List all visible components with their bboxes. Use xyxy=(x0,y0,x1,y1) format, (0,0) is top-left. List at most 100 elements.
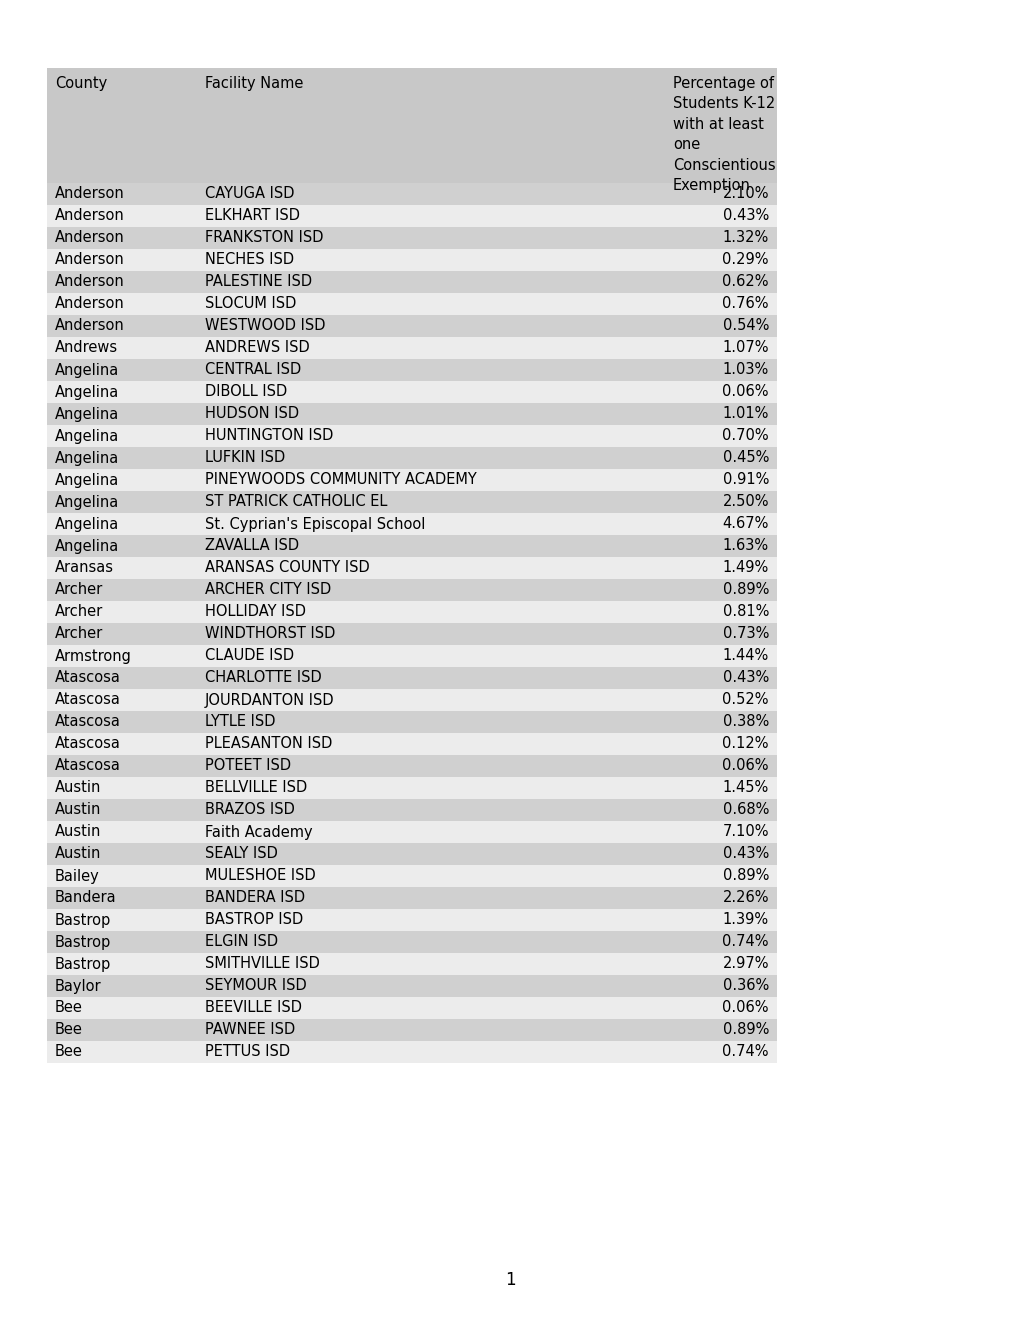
Text: 2.50%: 2.50% xyxy=(721,495,768,510)
Text: CAYUGA ISD: CAYUGA ISD xyxy=(205,186,294,202)
Text: Austin: Austin xyxy=(55,780,101,796)
Text: 1.45%: 1.45% xyxy=(722,780,768,796)
Text: BELLVILLE ISD: BELLVILLE ISD xyxy=(205,780,307,796)
Bar xyxy=(47,557,776,579)
Text: 0.89%: 0.89% xyxy=(721,869,768,883)
Text: 0.73%: 0.73% xyxy=(721,627,768,642)
Text: Bastrop: Bastrop xyxy=(55,935,111,949)
Text: 0.74%: 0.74% xyxy=(721,935,768,949)
Text: CENTRAL ISD: CENTRAL ISD xyxy=(205,363,301,378)
Text: DIBOLL ISD: DIBOLL ISD xyxy=(205,384,287,400)
Text: 0.76%: 0.76% xyxy=(721,297,768,312)
Bar xyxy=(47,337,776,359)
Text: Bastrop: Bastrop xyxy=(55,957,111,972)
Bar xyxy=(47,425,776,447)
Bar xyxy=(47,381,776,403)
Bar xyxy=(47,403,776,425)
Bar xyxy=(47,953,776,975)
Text: WINDTHORST ISD: WINDTHORST ISD xyxy=(205,627,335,642)
Bar xyxy=(47,821,776,843)
Text: HOLLIDAY ISD: HOLLIDAY ISD xyxy=(205,605,306,619)
Text: 0.43%: 0.43% xyxy=(722,846,768,862)
Bar xyxy=(47,69,776,183)
Bar xyxy=(47,975,776,997)
Bar xyxy=(47,315,776,337)
Text: Atascosa: Atascosa xyxy=(55,693,121,708)
Text: Angelina: Angelina xyxy=(55,539,119,553)
Text: Anderson: Anderson xyxy=(55,297,124,312)
Text: 2.97%: 2.97% xyxy=(721,957,768,972)
Text: 1.63%: 1.63% xyxy=(722,539,768,553)
Text: 0.52%: 0.52% xyxy=(721,693,768,708)
Bar xyxy=(47,711,776,733)
Text: Percentage of
Students K-12
with at least
one
Conscientious
Exemption: Percentage of Students K-12 with at leas… xyxy=(673,77,774,193)
Text: 0.74%: 0.74% xyxy=(721,1044,768,1060)
Text: PAWNEE ISD: PAWNEE ISD xyxy=(205,1023,294,1038)
Text: 1.03%: 1.03% xyxy=(722,363,768,378)
Text: JOURDANTON ISD: JOURDANTON ISD xyxy=(205,693,334,708)
Text: Angelina: Angelina xyxy=(55,495,119,510)
Bar xyxy=(47,359,776,381)
Bar xyxy=(47,293,776,315)
Text: Austin: Austin xyxy=(55,825,101,840)
Text: Angelina: Angelina xyxy=(55,384,119,400)
Text: PALESTINE ISD: PALESTINE ISD xyxy=(205,275,312,289)
Text: SMITHVILLE ISD: SMITHVILLE ISD xyxy=(205,957,320,972)
Text: NECHES ISD: NECHES ISD xyxy=(205,252,293,268)
Text: ELKHART ISD: ELKHART ISD xyxy=(205,209,300,223)
Text: 0.12%: 0.12% xyxy=(721,737,768,751)
Text: 1.49%: 1.49% xyxy=(722,561,768,576)
Text: 0.29%: 0.29% xyxy=(721,252,768,268)
Text: Bailey: Bailey xyxy=(55,869,100,883)
Bar xyxy=(47,865,776,887)
Text: County: County xyxy=(55,77,107,91)
Text: POTEET ISD: POTEET ISD xyxy=(205,759,290,774)
Text: BANDERA ISD: BANDERA ISD xyxy=(205,891,305,906)
Text: BRAZOS ISD: BRAZOS ISD xyxy=(205,803,294,817)
Text: PINEYWOODS COMMUNITY ACADEMY: PINEYWOODS COMMUNITY ACADEMY xyxy=(205,473,476,487)
Text: Angelina: Angelina xyxy=(55,429,119,444)
Text: Anderson: Anderson xyxy=(55,275,124,289)
Bar xyxy=(47,447,776,469)
Text: Bastrop: Bastrop xyxy=(55,912,111,928)
Text: 1.44%: 1.44% xyxy=(722,648,768,664)
Bar xyxy=(47,1019,776,1041)
Text: Bee: Bee xyxy=(55,1023,83,1038)
Text: 0.45%: 0.45% xyxy=(721,450,768,466)
Text: 7.10%: 7.10% xyxy=(721,825,768,840)
Text: 0.43%: 0.43% xyxy=(722,671,768,685)
Text: Facility Name: Facility Name xyxy=(205,77,303,91)
Text: Bandera: Bandera xyxy=(55,891,116,906)
Text: Anderson: Anderson xyxy=(55,209,124,223)
Text: Austin: Austin xyxy=(55,803,101,817)
Text: PETTUS ISD: PETTUS ISD xyxy=(205,1044,289,1060)
Text: Austin: Austin xyxy=(55,846,101,862)
Text: 0.89%: 0.89% xyxy=(721,1023,768,1038)
Bar xyxy=(47,579,776,601)
Text: Bee: Bee xyxy=(55,1001,83,1015)
Text: Andrews: Andrews xyxy=(55,341,118,355)
Text: ST PATRICK CATHOLIC EL: ST PATRICK CATHOLIC EL xyxy=(205,495,387,510)
Text: Angelina: Angelina xyxy=(55,450,119,466)
Bar xyxy=(47,997,776,1019)
Text: BEEVILLE ISD: BEEVILLE ISD xyxy=(205,1001,302,1015)
Text: 0.70%: 0.70% xyxy=(721,429,768,444)
Bar xyxy=(47,513,776,535)
Text: 0.06%: 0.06% xyxy=(721,759,768,774)
Text: St. Cyprian's Episcopal School: St. Cyprian's Episcopal School xyxy=(205,516,425,532)
Text: 0.89%: 0.89% xyxy=(721,582,768,598)
Text: 0.54%: 0.54% xyxy=(721,318,768,334)
Text: LUFKIN ISD: LUFKIN ISD xyxy=(205,450,285,466)
Text: 2.26%: 2.26% xyxy=(721,891,768,906)
Text: Angelina: Angelina xyxy=(55,363,119,378)
Text: ZAVALLA ISD: ZAVALLA ISD xyxy=(205,539,299,553)
Text: Angelina: Angelina xyxy=(55,473,119,487)
Text: Bee: Bee xyxy=(55,1044,83,1060)
Bar xyxy=(47,755,776,777)
Bar xyxy=(47,535,776,557)
Bar xyxy=(47,623,776,645)
Bar xyxy=(47,227,776,249)
Text: HUDSON ISD: HUDSON ISD xyxy=(205,407,299,421)
Text: Faith Academy: Faith Academy xyxy=(205,825,312,840)
Bar xyxy=(47,843,776,865)
